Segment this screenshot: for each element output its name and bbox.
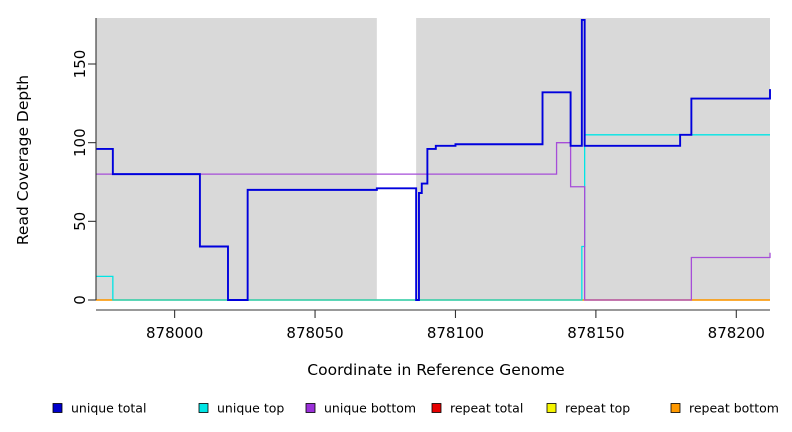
x-tick-label: 878100 [427,324,484,342]
y-tick-label: 50 [71,212,89,231]
x-axis-title: Coordinate in Reference Genome [307,361,564,379]
legend-label-unique-bottom: unique bottom [324,401,416,416]
shaded-region [96,18,377,300]
y-axis-title: Read Coverage Depth [14,75,32,245]
series-unique-bottom [96,142,771,301]
legend-swatch-repeat-bottom [670,403,681,413]
legend-swatch-repeat-total [431,403,442,413]
legend-label-repeat-top: repeat top [565,401,630,416]
legend-swatch-unique-bottom [305,403,316,413]
legend-label-unique-top: unique top [217,401,284,416]
y-tick-label: 0 [71,295,89,305]
y-axis-ticks: 0 50 100 150 [71,50,96,305]
x-tick-label: 878050 [286,324,343,342]
y-tick-label: 100 [71,128,89,157]
legend-label-repeat-bottom: repeat bottom [689,401,779,416]
chart-legend: unique total unique top unique bottom repea… [52,401,779,416]
series-unique-top [96,134,770,301]
legend-label-unique-total: unique total [71,401,146,416]
legend-swatch-unique-top [198,403,209,413]
legend-swatch-repeat-top [546,403,557,413]
legend-label-repeat-total: repeat total [450,401,523,416]
y-tick-label: 150 [71,50,89,79]
data-series-layer [96,19,771,301]
shaded-region [416,18,770,300]
x-axis-ticks: 878000 878050 878100 878150 878200 [146,310,765,342]
series-unique-total [96,19,771,301]
x-tick-label: 878150 [567,324,624,342]
shaded-background-regions [96,18,770,300]
axis-layer [95,18,770,311]
x-tick-label: 878000 [146,324,203,342]
x-tick-label: 878200 [708,324,765,342]
legend-swatch-unique-total [52,403,63,413]
